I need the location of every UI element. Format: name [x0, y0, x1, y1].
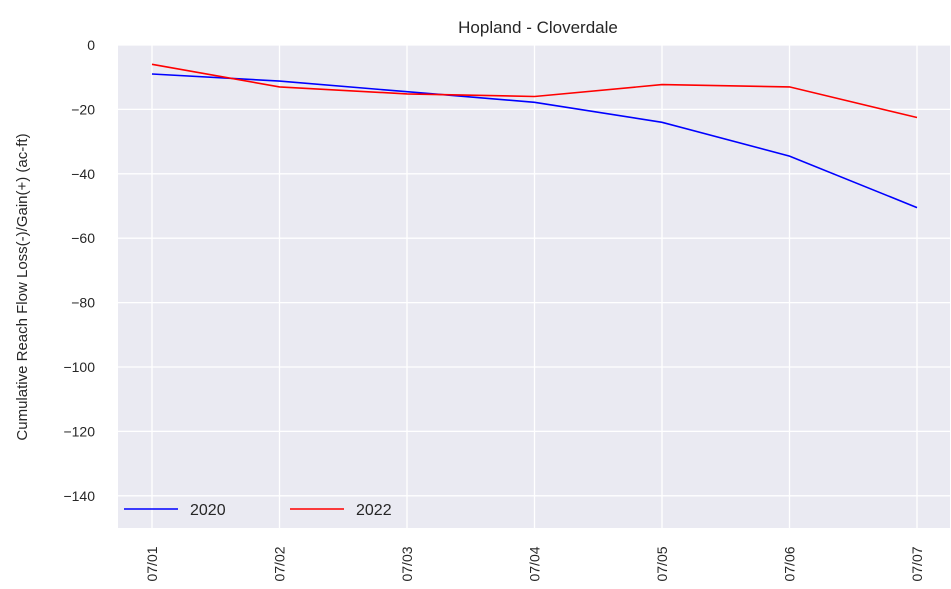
x-tick-label: 07/07 — [909, 546, 925, 581]
legend-label-2020: 2020 — [190, 502, 226, 519]
x-tick-label: 07/04 — [527, 546, 543, 581]
y-axis-label: Cumulative Reach Flow Loss(-)/Gain(+) (a… — [14, 133, 31, 440]
chart-title: Hopland - Cloverdale — [458, 18, 618, 37]
y-tick-label: −20 — [71, 101, 95, 117]
series-layer — [151, 63, 918, 209]
y-tick-labels: 0 −20 −40 −60 −80 −100 −120 −140 — [63, 37, 95, 504]
grid-lines — [118, 44, 950, 528]
x-tick-label: 07/02 — [272, 546, 288, 581]
y-tick-label: −40 — [71, 166, 95, 182]
y-tick-label: −140 — [63, 488, 95, 504]
x-tick-label: 07/05 — [654, 546, 670, 581]
legend-label-2022: 2022 — [356, 502, 392, 519]
y-tick-label: −60 — [71, 230, 95, 246]
x-tick-label: 07/03 — [399, 546, 415, 581]
y-tick-label: −100 — [63, 359, 95, 375]
legend: 2020 2022 — [124, 502, 392, 519]
x-tick-labels: 07/01 07/02 07/03 07/04 07/05 07/06 07/07 — [144, 546, 925, 581]
y-tick-label: −80 — [71, 295, 95, 311]
x-tick-label: 07/01 — [144, 546, 160, 581]
y-tick-label: −120 — [63, 423, 95, 439]
y-tick-label: 0 — [87, 37, 95, 53]
x-tick-label: 07/06 — [782, 546, 798, 581]
